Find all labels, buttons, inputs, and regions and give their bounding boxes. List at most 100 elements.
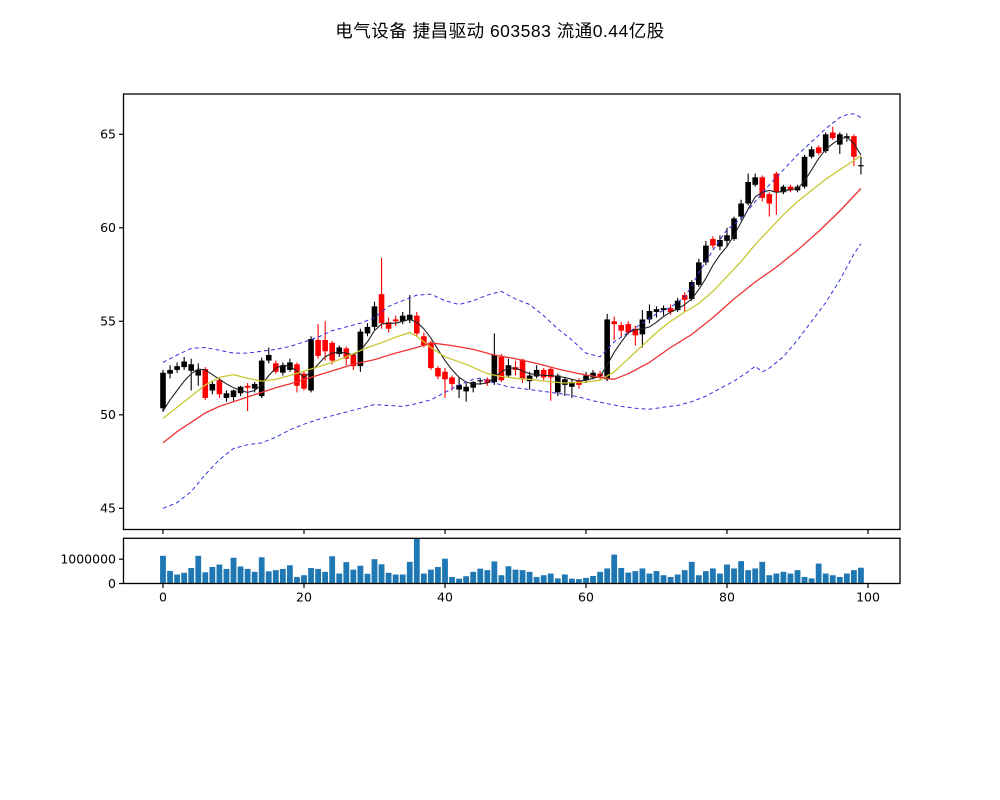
candlestick xyxy=(442,368,448,398)
volume-bar xyxy=(569,578,575,584)
volume-bar xyxy=(688,561,695,584)
volume-bar xyxy=(329,556,336,584)
volume-bar xyxy=(618,567,625,584)
candlestick xyxy=(181,356,187,370)
candlestick xyxy=(371,301,378,330)
candlestick xyxy=(858,156,864,175)
volume-bar xyxy=(287,565,293,584)
volume-bar xyxy=(780,571,787,584)
volume-bar xyxy=(258,557,265,584)
candlestick xyxy=(576,378,582,389)
volume-bar xyxy=(202,572,209,584)
volume-bar xyxy=(653,571,660,584)
candlestick xyxy=(160,369,166,412)
volume-bar xyxy=(413,538,420,584)
volume-bar xyxy=(237,566,244,584)
boll_upper-line xyxy=(162,113,862,363)
candlestick xyxy=(611,316,617,340)
volume-bar xyxy=(625,572,632,584)
volume-bar xyxy=(766,575,773,584)
volume-bars xyxy=(160,538,864,584)
price-panel-border xyxy=(122,93,901,531)
candlestick xyxy=(731,216,737,241)
price-tick-label: 60 xyxy=(100,220,116,235)
volume-bar xyxy=(752,568,759,584)
candlestick xyxy=(392,315,399,326)
volume-bar xyxy=(660,575,667,584)
candlestick xyxy=(710,236,716,249)
candlestick xyxy=(547,367,554,401)
volume-bar xyxy=(174,574,180,584)
candlestick xyxy=(322,321,328,361)
volume-bar xyxy=(533,576,540,584)
candlestick xyxy=(688,280,695,301)
ma_long-line xyxy=(162,188,862,444)
volume-bar xyxy=(843,573,850,584)
volume-bar xyxy=(343,562,350,584)
candlestick xyxy=(491,333,498,385)
candlestick xyxy=(646,304,653,324)
volume-bar xyxy=(308,567,314,584)
volume-bar xyxy=(561,574,568,584)
volume-bar xyxy=(724,564,730,584)
volume-bar xyxy=(632,571,639,584)
volume-bar xyxy=(244,568,251,584)
volume-bar xyxy=(195,555,202,584)
volume-bar xyxy=(420,573,427,584)
volume-bar xyxy=(484,570,491,584)
x-tick-label: 0 xyxy=(159,590,167,605)
candlestick xyxy=(717,235,723,251)
volume-bar xyxy=(209,566,216,584)
volume-bar xyxy=(836,576,843,584)
volume-bar xyxy=(357,565,364,584)
candlestick xyxy=(583,371,589,384)
volume-bar xyxy=(428,569,434,584)
volume-tick-label: 1000000 xyxy=(60,552,116,567)
volume-bar xyxy=(505,566,512,584)
volume-bar xyxy=(794,570,801,584)
volume-bar xyxy=(512,569,519,584)
candlestick xyxy=(315,324,321,359)
volume-bar xyxy=(463,576,470,584)
volume-bar xyxy=(731,568,737,584)
candlestick xyxy=(808,146,815,159)
volume-bar xyxy=(188,567,195,584)
candlestick xyxy=(435,366,441,380)
volume-bar xyxy=(717,573,723,584)
volume-bar xyxy=(829,575,836,584)
volume-bar xyxy=(477,568,484,584)
price-tick-label: 55 xyxy=(100,314,116,329)
candlestick xyxy=(456,377,462,398)
volume-bar xyxy=(667,576,674,584)
candlestick xyxy=(667,304,674,315)
candlestick xyxy=(533,365,540,379)
volume-bar xyxy=(230,557,237,584)
volume-bar xyxy=(336,573,343,584)
candlestick xyxy=(406,295,413,324)
candlestick xyxy=(294,362,300,393)
candlestick xyxy=(526,371,533,390)
volume-bar xyxy=(759,561,766,584)
candlestick xyxy=(258,357,265,398)
chart-title: 电气设备 捷昌驱动 603583 流通0.44亿股 xyxy=(335,21,665,41)
volume-bar xyxy=(583,577,589,584)
candlestick xyxy=(188,358,194,391)
candlestick xyxy=(773,171,780,215)
candlestick xyxy=(308,336,314,393)
volume-bar xyxy=(350,569,357,584)
candlestick xyxy=(414,311,420,337)
candlestick xyxy=(562,377,568,397)
x-tick-label: 20 xyxy=(296,590,312,605)
volume-bar xyxy=(787,573,794,584)
candles xyxy=(160,126,864,412)
candlestick xyxy=(428,340,434,370)
volume-bar xyxy=(858,567,864,584)
candlestick xyxy=(174,362,180,373)
volume-bar xyxy=(265,571,272,584)
price-tick-label: 45 xyxy=(100,501,116,516)
volume-bar xyxy=(385,572,392,584)
volume-bar xyxy=(702,571,709,584)
volume-bar xyxy=(279,568,286,584)
